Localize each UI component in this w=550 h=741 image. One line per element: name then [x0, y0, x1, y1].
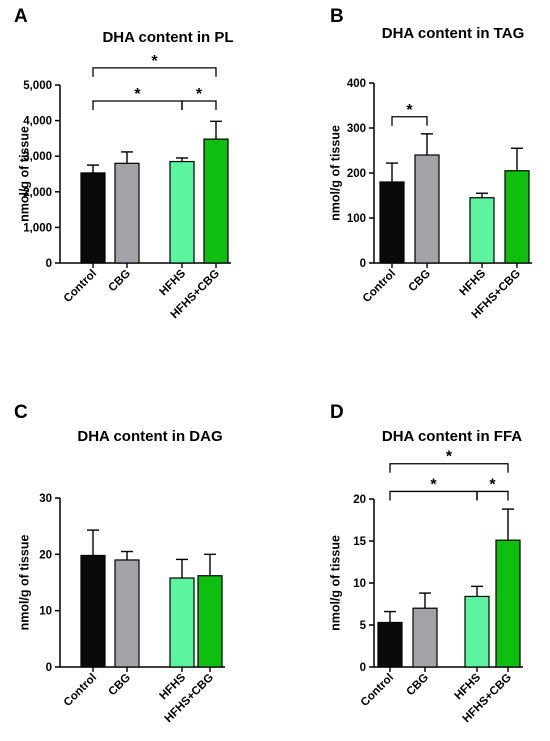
- y-tick-label: 200: [347, 168, 366, 180]
- y-tick-label: 5,000: [23, 80, 52, 92]
- y-tick-label: 15: [353, 536, 366, 548]
- bar-cbg: [414, 154, 440, 264]
- chart-title: DHA content in DAG: [77, 428, 222, 445]
- significance-star: *: [430, 476, 437, 493]
- chart-title: DHA content in PL: [102, 29, 233, 46]
- y-tick-label: 100: [347, 213, 366, 225]
- significance-bracket: [92, 67, 217, 77]
- significance-star: *: [489, 476, 496, 493]
- chart-title: DHA content in FFA: [382, 428, 522, 445]
- y-tick-label: 10: [353, 578, 366, 590]
- chart-panel-d: D DHA content in FFA nmol/g of tissue 0 5 10 1…: [328, 402, 523, 725]
- significance-bracket: [391, 116, 428, 126]
- y-tick-label: 0: [360, 662, 366, 674]
- y-axis-title: nmol/g of tissue: [17, 535, 31, 631]
- y-tick-label: 1,000: [23, 222, 52, 234]
- category-label: CBG: [407, 268, 434, 295]
- category-label: CBG: [405, 672, 432, 699]
- y-tick-label: 20: [353, 494, 366, 506]
- significance-star: *: [134, 86, 141, 103]
- y-tick-label: 10: [39, 606, 52, 618]
- y-tick-label: 2,000: [23, 187, 52, 199]
- bar-control: [379, 181, 405, 264]
- bar-control: [80, 172, 106, 264]
- panel-letter: D: [330, 402, 344, 423]
- chart-title: DHA content in TAG: [382, 25, 525, 42]
- significance-star: *: [446, 449, 453, 466]
- panel-letter: B: [330, 6, 344, 27]
- category-label: HFHS: [157, 267, 188, 298]
- significance-bracket: [476, 490, 509, 501]
- category-label: Control: [361, 268, 398, 305]
- y-axis-title: nmol/g of tissue: [328, 535, 342, 631]
- y-tick-label: 20: [39, 549, 52, 561]
- y-tick-label: 400: [347, 78, 366, 90]
- category-label: Control: [62, 672, 99, 709]
- category-label: HFHS: [457, 267, 488, 298]
- bar-cbg: [412, 607, 438, 668]
- bar-control: [377, 621, 403, 668]
- significance-bracket: [181, 100, 217, 111]
- significance-star: *: [406, 102, 413, 119]
- category-label: CBG: [107, 268, 134, 295]
- y-tick-label: 300: [347, 123, 366, 135]
- bar-hfhs: [469, 197, 495, 264]
- significance-bracket: [389, 463, 509, 473]
- significance-star: *: [151, 53, 158, 70]
- panel-letter: C: [14, 402, 28, 423]
- bar-hfhs-plus-cbg: [197, 575, 223, 668]
- bar-cbg: [114, 559, 140, 668]
- bar-control: [80, 554, 106, 668]
- y-tick-label: 3,000: [23, 151, 52, 163]
- y-axis-title: nmol/g of tissue: [17, 126, 31, 222]
- bar-hfhs-plus-cbg: [495, 539, 521, 668]
- y-axis-title: nmol/g of tissue: [328, 125, 342, 221]
- bar-cbg: [114, 162, 140, 264]
- panel-letter: A: [14, 6, 28, 27]
- bar-hfhs-plus-cbg: [203, 138, 229, 264]
- category-label: Control: [62, 268, 99, 305]
- category-label: Control: [359, 672, 396, 709]
- bar-hfhs: [464, 595, 490, 668]
- y-tick-label: 4,000: [23, 116, 52, 128]
- category-label: CBG: [107, 672, 134, 699]
- chart-panel-c: C DHA content in DAG nmol/g of tissue 0 10 20…: [14, 402, 225, 725]
- y-tick-label: 0: [46, 258, 52, 270]
- chart-panel-b: B DHA content in TAG nmol/g of tissue 0 100 2…: [328, 6, 532, 321]
- significance-star: *: [196, 86, 203, 103]
- y-tick-label: 5: [360, 620, 367, 632]
- bar-hfhs-plus-cbg: [504, 170, 530, 264]
- bar-hfhs: [169, 160, 195, 264]
- y-tick-label: 0: [46, 662, 52, 674]
- chart-panel-a: A DHA content in PL nmol/g of tissue 0 1,000…: [14, 6, 234, 321]
- y-tick-label: 0: [360, 258, 366, 270]
- bar-hfhs: [169, 577, 195, 668]
- y-tick-label: 30: [39, 493, 52, 505]
